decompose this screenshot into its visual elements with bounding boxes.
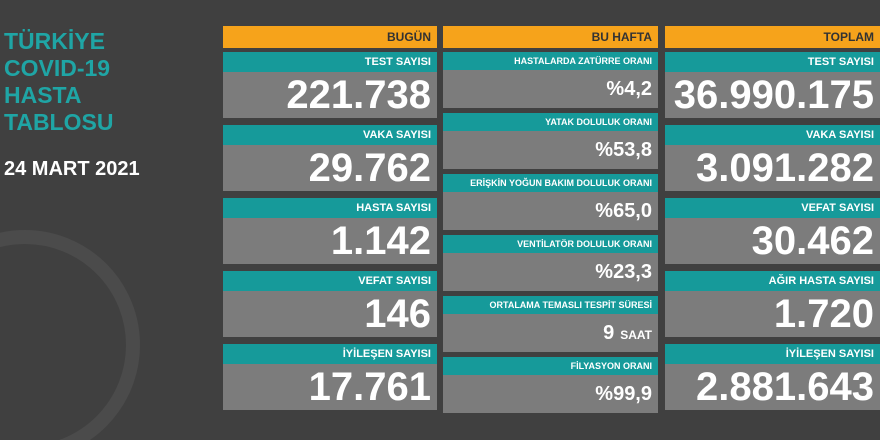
value-text: %23,3 <box>595 261 652 283</box>
column-header: TOPLAM <box>665 26 880 48</box>
value-text: 17.761 <box>308 365 431 409</box>
cell-value: %4,2 <box>443 70 658 108</box>
column-header: BUGÜN <box>223 26 437 48</box>
cell-value: 221.738 <box>223 72 437 118</box>
cell-label: ERİŞKİN YOĞUN BAKIM DOLULUK ORANI <box>443 174 658 192</box>
value-text: 9 <box>603 322 615 344</box>
cell-label: FİLYASYON ORANI <box>443 357 658 375</box>
title-line: TÜRKİYE <box>4 28 105 54</box>
value-text: 1.720 <box>773 292 874 336</box>
cell-label: YATAK DOLULUK ORANI <box>443 113 658 131</box>
value-text: 1.142 <box>330 219 431 263</box>
cell-value: 3.091.282 <box>665 145 880 191</box>
cell-value: 30.462 <box>665 218 880 264</box>
cell-label: HASTALARDA ZATÜRRE ORANI <box>443 52 658 70</box>
cell-value: %65,0 <box>443 192 658 230</box>
cell-label: VENTİLATÖR DOLULUK ORANI <box>443 235 658 253</box>
cell-label: VAKA SAYISI <box>223 125 437 145</box>
value-text: %53,8 <box>595 139 652 161</box>
title-line: HASTA <box>4 82 82 108</box>
cell-label: VEFAT SAYISI <box>665 198 880 218</box>
value-text: %99,9 <box>595 383 652 405</box>
cell-label: HASTA SAYISI <box>223 198 437 218</box>
cell-label: TEST SAYISI <box>665 52 880 72</box>
value-text: 146 <box>364 292 431 336</box>
cell-value: 146 <box>223 291 437 337</box>
cell-label: ORTALAMA TEMASLI TESPİT SÜRESİ <box>443 296 658 314</box>
emblem <box>0 230 140 440</box>
date: 24 MART 2021 <box>4 158 140 180</box>
cell-label: VAKA SAYISI <box>665 125 880 145</box>
cell-value: %23,3 <box>443 253 658 291</box>
cell-value: 1.720 <box>665 291 880 337</box>
cell-value: 29.762 <box>223 145 437 191</box>
value-text: 2.881.643 <box>696 365 874 409</box>
title-line: TABLOSU <box>4 109 114 135</box>
cell-label: İYİLEŞEN SAYISI <box>665 344 880 364</box>
cell-value: 1.142 <box>223 218 437 264</box>
value-text: %4,2 <box>606 78 652 100</box>
value-text: 221.738 <box>286 73 431 117</box>
value-text: 3.091.282 <box>696 146 874 190</box>
value-unit: SAAT <box>620 328 652 342</box>
cell-value: %53,8 <box>443 131 658 169</box>
cell-value: 36.990.175 <box>665 72 880 118</box>
cell-value: %99,9 <box>443 375 658 413</box>
cell-value: 17.761 <box>223 364 437 410</box>
cell-label: VEFAT SAYISI <box>223 271 437 291</box>
title-line: COVID-19 <box>4 55 111 81</box>
value-text: 30.462 <box>751 219 874 263</box>
cell-value: 2.881.643 <box>665 364 880 410</box>
value-text: 36.990.175 <box>673 73 874 117</box>
column-header: BU HAFTA <box>443 26 658 48</box>
value-text: %65,0 <box>595 200 652 222</box>
cell-label: İYİLEŞEN SAYISI <box>223 344 437 364</box>
cell-label: TEST SAYISI <box>223 52 437 72</box>
cell-label: AĞIR HASTA SAYISI <box>665 271 880 291</box>
value-text: 29.762 <box>308 146 431 190</box>
cell-value: 9 SAAT <box>443 314 658 352</box>
